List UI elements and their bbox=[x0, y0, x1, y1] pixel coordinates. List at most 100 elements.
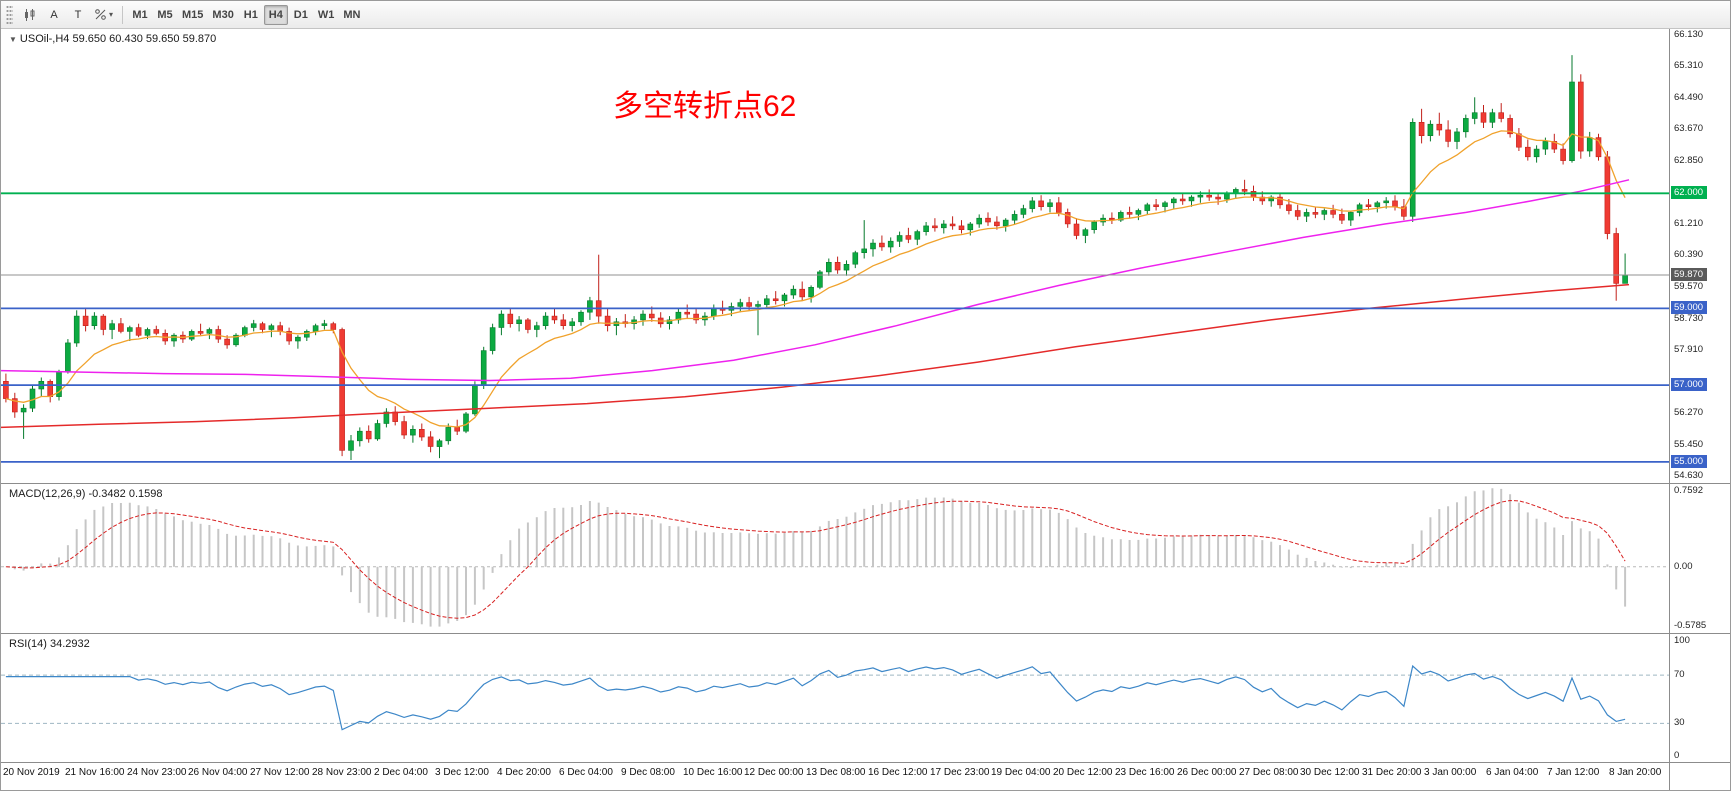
price-axis-box-55.000: 55.000 bbox=[1671, 454, 1708, 468]
timeframe-button-D1[interactable]: D1 bbox=[293, 8, 308, 21]
time-axis-label: 6 Jan 04:00 bbox=[1486, 767, 1539, 778]
timeframe-buttons: M1 M5 M15 M30 H1 H4 D1 W1 MN bbox=[128, 4, 364, 25]
annotation-a-button[interactable]: A bbox=[42, 5, 66, 25]
rsi-axis-label: 70 bbox=[1674, 669, 1685, 681]
price-axis-box-62.000: 62.000 bbox=[1671, 186, 1708, 200]
time-axis-label: 27 Nov 12:00 bbox=[250, 767, 310, 778]
macd-canvas[interactable] bbox=[1, 484, 1669, 633]
macd-histogram bbox=[13, 488, 1627, 627]
scale-dropdown-button[interactable]: ▾ bbox=[90, 5, 117, 25]
price-axis[interactable]: 66.130 65.310 64.490 63.670 62.850 61.210 60.3… bbox=[1669, 29, 1730, 484]
time-axis-label: 30 Dec 12:00 bbox=[1300, 767, 1360, 778]
time-axis[interactable]: 20 Nov 2019 21 Nov 16:00 24 Nov 23:00 26 No… bbox=[1, 763, 1669, 790]
price-axis-label: 59.570 bbox=[1674, 280, 1704, 292]
time-axis-label: 8 Jan 20:00 bbox=[1609, 767, 1662, 778]
time-axis-label: 19 Dec 04:00 bbox=[991, 767, 1051, 778]
macd-signal-line bbox=[5, 499, 1626, 619]
price-axis-label: 57.910 bbox=[1674, 344, 1704, 356]
toolbar-separator bbox=[122, 5, 124, 24]
rsi-panel[interactable]: RSI(14) 34.2932 bbox=[1, 634, 1669, 763]
text-t-button[interactable]: T bbox=[66, 5, 90, 25]
toolbar-drag-handle-icon[interactable] bbox=[6, 4, 13, 25]
price-axis-label: 61.210 bbox=[1674, 217, 1704, 229]
macd-label: MACD(12,26,9) -0.3482 0.1598 bbox=[9, 488, 163, 500]
timeframe-button-M15[interactable]: M15 bbox=[182, 8, 204, 21]
ma-fast-line bbox=[5, 130, 1626, 428]
percent-icon bbox=[94, 8, 107, 21]
timeframe-button-MN[interactable]: MN bbox=[343, 8, 361, 21]
time-axis-label: 24 Nov 23:00 bbox=[127, 767, 187, 778]
rsi-axis-label: 0 bbox=[1674, 750, 1680, 761]
time-axis-label: 3 Dec 12:00 bbox=[435, 767, 489, 778]
candles-icon bbox=[23, 8, 37, 22]
main-price-panel[interactable]: ▼ USOil-,H4 59.650 60.430 59.650 59.870 多… bbox=[1, 29, 1669, 484]
ma-mid-line bbox=[1, 179, 1630, 382]
time-axis-label: 9 Dec 08:00 bbox=[621, 767, 675, 778]
timeframe-button-M1[interactable]: M1 bbox=[132, 8, 148, 21]
time-axis-label: 27 Dec 08:00 bbox=[1239, 767, 1299, 778]
price-axis-label: 60.390 bbox=[1674, 249, 1704, 261]
price-axis-label: 63.670 bbox=[1674, 123, 1704, 135]
time-axis-label: 26 Dec 00:00 bbox=[1177, 767, 1237, 778]
time-axis-label: 26 Nov 04:00 bbox=[188, 767, 248, 778]
rsi-axis-label: 100 bbox=[1674, 635, 1690, 646]
macd-axis-label: 0.00 bbox=[1674, 560, 1693, 572]
price-axis-label: 64.490 bbox=[1674, 91, 1704, 103]
time-axis-label: 16 Dec 12:00 bbox=[868, 767, 928, 778]
time-axis-label: 20 Dec 12:00 bbox=[1053, 767, 1113, 778]
price-axis-box-57.000: 57.000 bbox=[1671, 378, 1708, 392]
macd-axis[interactable]: 0.7592 0.00 -0.5785 bbox=[1669, 484, 1730, 634]
macd-axis-label: 0.7592 bbox=[1674, 485, 1704, 496]
macd-axis-label: -0.5785 bbox=[1674, 620, 1707, 631]
time-axis-label: 20 Nov 2019 bbox=[3, 767, 60, 778]
time-axis-label: 28 Nov 23:00 bbox=[312, 767, 372, 778]
ma-slow-line bbox=[1, 283, 1630, 429]
rsi-label: RSI(14) 34.2932 bbox=[9, 638, 90, 650]
time-axis-label: 12 Dec 00:00 bbox=[744, 767, 804, 778]
text-t-label: T bbox=[74, 8, 82, 21]
price-axis-box-59.000: 59.000 bbox=[1671, 301, 1708, 315]
timeframe-button-H1[interactable]: H1 bbox=[243, 8, 258, 21]
timeframe-button-M5[interactable]: M5 bbox=[157, 8, 173, 21]
timeframe-button-W1[interactable]: W1 bbox=[317, 8, 335, 21]
price-axis-label: 56.270 bbox=[1674, 407, 1704, 419]
time-axis-label: 3 Jan 00:00 bbox=[1424, 767, 1477, 778]
candles-layer bbox=[3, 55, 1628, 460]
price-axis-label: 54.630 bbox=[1674, 470, 1704, 482]
price-axis-label: 62.850 bbox=[1674, 154, 1704, 166]
time-axis-label: 13 Dec 08:00 bbox=[806, 767, 866, 778]
time-axis-label: 4 Dec 20:00 bbox=[497, 767, 551, 778]
main-chart-canvas[interactable] bbox=[1, 29, 1669, 483]
timeframe-button-H4[interactable]: H4 bbox=[263, 4, 288, 25]
price-axis-label: 55.450 bbox=[1674, 438, 1704, 450]
rsi-canvas[interactable] bbox=[1, 634, 1669, 762]
time-axis-label: 7 Jan 12:00 bbox=[1547, 767, 1600, 778]
symbol-ohlc-text: USOil-,H4 59.650 60.430 59.650 59.870 bbox=[19, 33, 217, 45]
price-axis-box-59.870: 59.870 bbox=[1671, 267, 1708, 281]
time-axis-label: 2 Dec 04:00 bbox=[374, 767, 428, 778]
price-axis-label: 58.730 bbox=[1674, 312, 1704, 324]
candles-chart-button[interactable] bbox=[18, 5, 42, 25]
chart-area: ▼ USOil-,H4 59.650 60.430 59.650 59.870 多… bbox=[1, 29, 1730, 790]
rsi-axis-label: 30 bbox=[1674, 717, 1685, 729]
time-axis-label: 31 Dec 20:00 bbox=[1362, 767, 1422, 778]
rsi-axis[interactable]: 100 70 30 0 bbox=[1669, 634, 1730, 763]
macd-panel[interactable]: MACD(12,26,9) -0.3482 0.1598 bbox=[1, 484, 1669, 634]
chart-annotation-text: 多空转折点62 bbox=[613, 90, 797, 123]
rsi-line bbox=[5, 664, 1626, 731]
time-axis-label: 10 Dec 16:00 bbox=[683, 767, 743, 778]
price-axis-label: 66.130 bbox=[1674, 29, 1704, 40]
annotation-a-label: A bbox=[50, 8, 58, 21]
time-axis-label: 17 Dec 23:00 bbox=[930, 767, 990, 778]
timeframe-toolbar: A T ▾ M1 M5 M15 M30 H1 H4 D1 W1 MN bbox=[1, 1, 1730, 29]
collapse-triangle-icon: ▼ bbox=[9, 35, 17, 44]
time-axis-label: 6 Dec 04:00 bbox=[559, 767, 613, 778]
time-axis-label: 23 Dec 16:00 bbox=[1115, 767, 1175, 778]
time-axis-label: 21 Nov 16:00 bbox=[65, 767, 125, 778]
symbol-ohlc-label: ▼ USOil-,H4 59.650 60.430 59.650 59.870 bbox=[9, 33, 216, 45]
timeframe-button-M30[interactable]: M30 bbox=[212, 8, 234, 21]
axis-corner bbox=[1669, 763, 1730, 790]
price-axis-label: 65.310 bbox=[1674, 60, 1704, 72]
caret-down-icon: ▾ bbox=[109, 10, 114, 19]
